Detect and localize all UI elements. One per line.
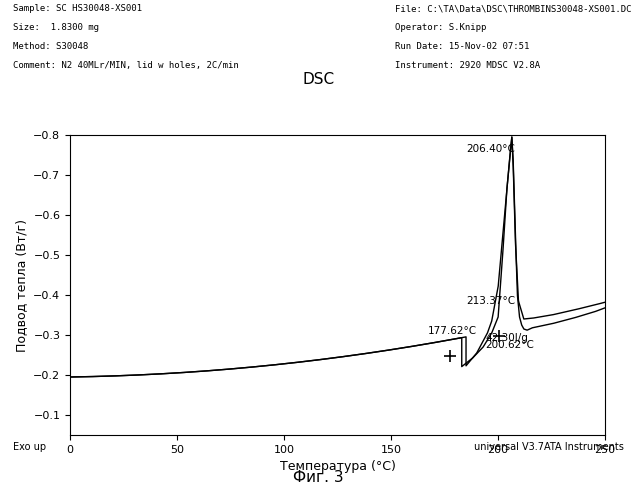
X-axis label: Температура (°C): Температура (°C) [280, 460, 396, 473]
Text: 42.30J/g: 42.30J/g [485, 333, 528, 343]
Text: Instrument: 2920 MDSC V2.8A: Instrument: 2920 MDSC V2.8A [395, 61, 540, 70]
Text: 213.37°C: 213.37°C [466, 296, 515, 306]
Text: File: C:\TA\Data\DSC\THROMBINS30048-XS001.DC: File: C:\TA\Data\DSC\THROMBINS30048-XS00… [395, 4, 631, 13]
Text: Method: S30048: Method: S30048 [13, 42, 88, 51]
Y-axis label: Подвод тепла (Вт/г): Подвод тепла (Вт/г) [15, 218, 27, 352]
Text: 206.40°C: 206.40°C [466, 144, 515, 154]
Text: Sample: SC HS30048-XS001: Sample: SC HS30048-XS001 [13, 4, 142, 13]
Text: universal V3.7ATA Instruments: universal V3.7ATA Instruments [475, 442, 624, 452]
Text: Comment: N2 40MLr/MIN, lid w holes, 2C/min: Comment: N2 40MLr/MIN, lid w holes, 2C/m… [13, 61, 238, 70]
Text: Фиг. 3: Фиг. 3 [293, 470, 344, 485]
Text: Exo up: Exo up [13, 442, 46, 452]
Text: 200.62°C: 200.62°C [485, 340, 534, 350]
Text: DSC: DSC [303, 72, 334, 88]
Text: Run Date: 15-Nov-02 07:51: Run Date: 15-Nov-02 07:51 [395, 42, 529, 51]
Text: 177.62°C: 177.62°C [427, 326, 476, 336]
Text: Operator: S.Knipp: Operator: S.Knipp [395, 23, 486, 32]
Text: Size:  1.8300 mg: Size: 1.8300 mg [13, 23, 99, 32]
